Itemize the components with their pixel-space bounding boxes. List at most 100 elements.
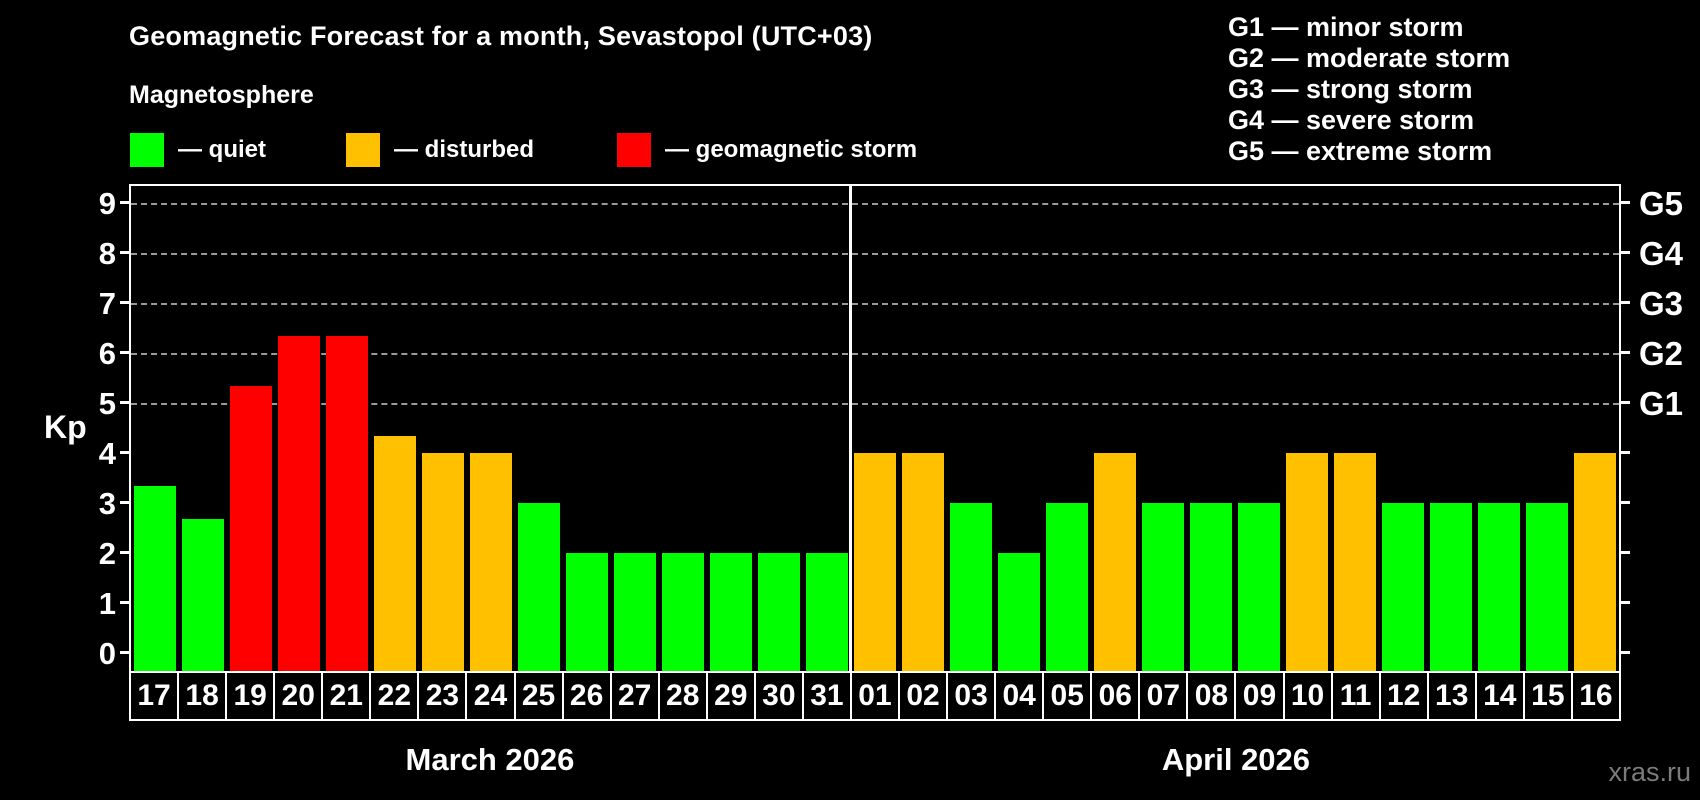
date-cell-07: 07: [1138, 671, 1189, 721]
g-level-label-G1: G1: [1639, 384, 1684, 422]
g-level-label-G2: G2: [1639, 334, 1684, 372]
bar-slot: [131, 186, 179, 671]
date-cell-24: 24: [465, 671, 516, 721]
g-legend-line: G1 — minor storm: [1228, 12, 1464, 42]
left-tick-9: [120, 201, 129, 204]
bar-slot: [275, 186, 323, 671]
legend-label-storm: — geomagnetic storm: [665, 136, 918, 163]
date-cell-05: 05: [1042, 671, 1093, 721]
gridline-kp-9: [131, 202, 1619, 205]
plot-area: [129, 184, 1621, 671]
bar-slot: [659, 186, 707, 671]
date-cell-10: 10: [1282, 671, 1333, 721]
right-tick-8: [1621, 251, 1630, 254]
kp-bar-08: [1190, 502, 1232, 671]
g-level-label-G4: G4: [1639, 234, 1684, 272]
g-legend-line: G5 — extreme storm: [1228, 136, 1493, 166]
date-cell-04: 04: [994, 671, 1045, 721]
date-cell-01: 01: [849, 671, 900, 721]
bar-slot: [899, 186, 947, 671]
kp-axis-label: Kp: [44, 409, 87, 445]
kp-bar-09: [1238, 502, 1280, 671]
kp-bar-11: [1334, 452, 1376, 671]
left-tick-7: [120, 301, 129, 304]
bar-slot: [563, 186, 611, 671]
date-cell-22: 22: [369, 671, 420, 721]
date-cell-09: 09: [1234, 671, 1285, 721]
bar-slot: [1139, 186, 1187, 671]
y-tick-label-0: 0: [98, 635, 116, 671]
kp-bar-25: [518, 502, 560, 671]
chart-subtitle: Magnetosphere: [129, 81, 314, 109]
kp-bar-29: [710, 552, 752, 671]
legend-label-quiet: — quiet: [178, 136, 266, 163]
bar-slot: [467, 186, 515, 671]
date-cell-17: 17: [129, 671, 180, 721]
date-cell-27: 27: [609, 671, 660, 721]
bar-slot: [1475, 186, 1523, 671]
date-cell-13: 13: [1426, 671, 1477, 721]
bar-slot: [803, 186, 851, 671]
storm-color-swatch: [617, 133, 651, 167]
left-tick-2: [120, 551, 129, 554]
bar-slot: [179, 186, 227, 671]
kp-bar-01: [854, 452, 896, 671]
left-tick-0: [120, 651, 129, 654]
date-cell-16: 16: [1570, 671, 1621, 721]
date-cell-26: 26: [561, 671, 612, 721]
month-divider: [849, 186, 852, 671]
bars-container: [131, 186, 1619, 671]
date-cell-11: 11: [1330, 671, 1381, 721]
bar-slot: [755, 186, 803, 671]
kp-bar-06: [1094, 452, 1136, 671]
kp-bar-23: [422, 452, 464, 671]
gridline-kp-8: [131, 252, 1619, 255]
bar-slot: [227, 186, 275, 671]
g-level-label-G5: G5: [1639, 184, 1684, 222]
bar-slot: [1427, 186, 1475, 671]
g-scale-legend: G1 — minor storm G2 — moderate storm G3 — …: [1228, 12, 1510, 167]
legend-item-storm: — geomagnetic storm: [617, 132, 917, 168]
gridline-kp-6: [131, 352, 1619, 355]
y-tick-label-8: 8: [98, 235, 116, 271]
date-cell-02: 02: [898, 671, 949, 721]
left-tick-4: [120, 451, 129, 454]
date-cell-31: 31: [801, 671, 852, 721]
bar-slot: [419, 186, 467, 671]
y-tick-label-2: 2: [98, 535, 116, 571]
legend-item-quiet: — quiet: [130, 132, 266, 168]
bar-slot: [1235, 186, 1283, 671]
kp-bar-22: [374, 436, 416, 671]
date-cell-15: 15: [1522, 671, 1573, 721]
y-tick-label-6: 6: [98, 335, 116, 371]
left-tick-5: [120, 401, 129, 404]
right-tick-6: [1621, 351, 1630, 354]
kp-bar-20: [278, 336, 320, 671]
kp-bar-30: [758, 552, 800, 671]
right-tick-4: [1621, 451, 1630, 454]
bar-slot: [371, 186, 419, 671]
right-tick-2: [1621, 551, 1630, 554]
kp-bar-02: [902, 452, 944, 671]
kp-bar-10: [1286, 452, 1328, 671]
y-tick-label-9: 9: [98, 185, 116, 221]
bar-slot: [1331, 186, 1379, 671]
quiet-color-swatch: [130, 133, 164, 167]
y-tick-label-4: 4: [98, 435, 116, 471]
bar-slot: [1283, 186, 1331, 671]
date-cell-29: 29: [705, 671, 756, 721]
date-cell-14: 14: [1474, 671, 1525, 721]
month-label-march: March 2026: [405, 742, 575, 777]
bar-slot: [1523, 186, 1571, 671]
bar-slot: [995, 186, 1043, 671]
date-cell-21: 21: [321, 671, 372, 721]
y-tick-label-1: 1: [98, 585, 116, 621]
kp-bar-24: [470, 452, 512, 671]
legend-item-disturbed: — disturbed: [346, 132, 534, 168]
kp-bar-19: [230, 386, 272, 671]
month-label-april: April 2026: [1161, 742, 1311, 777]
kp-bar-16: [1574, 452, 1616, 671]
bar-slot: [515, 186, 563, 671]
kp-bar-28: [662, 552, 704, 671]
